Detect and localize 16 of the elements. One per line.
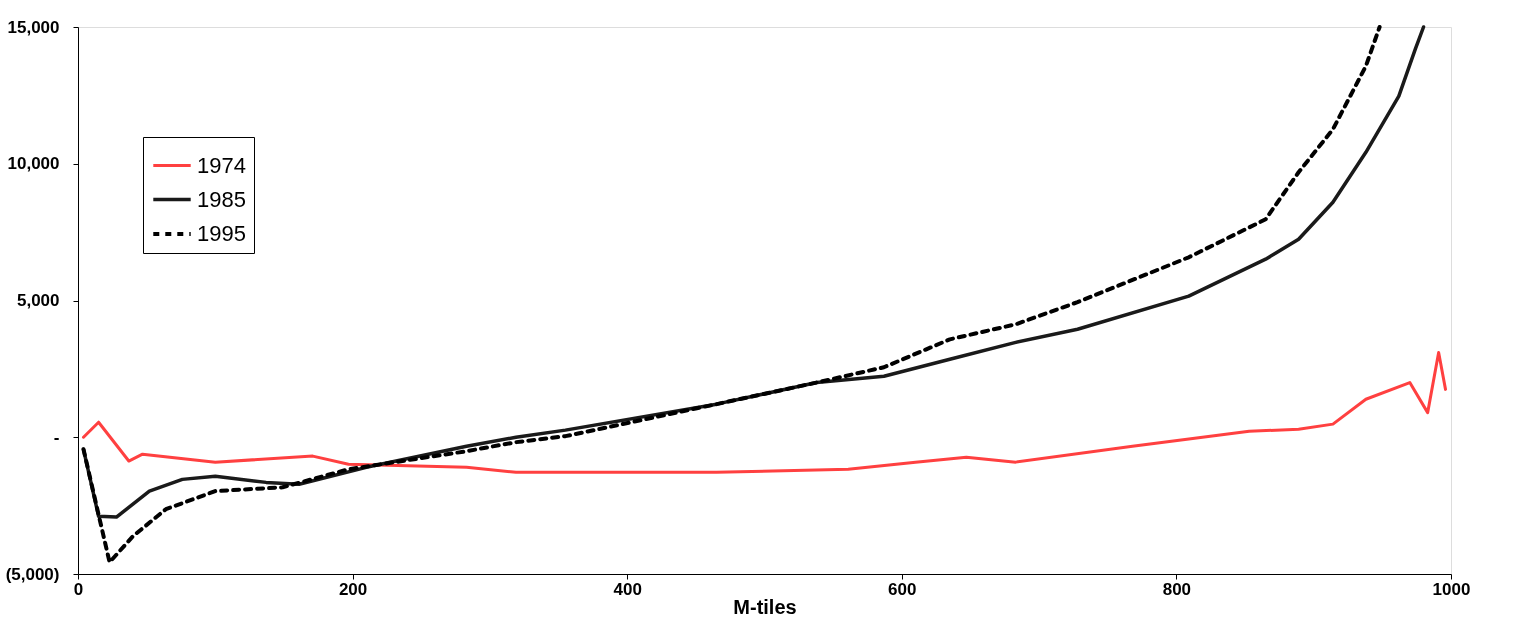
legend-label: 1974 xyxy=(197,152,246,178)
y-tick-label: 5,000 xyxy=(16,291,60,310)
y-tick-label: 10,000 xyxy=(7,154,60,174)
x-axis-title: M-tiles xyxy=(733,595,797,618)
x-tick-label: 0 xyxy=(73,579,84,599)
x-tick-label: 1000 xyxy=(1432,579,1471,599)
y-tick-label: (5,000) xyxy=(5,564,60,584)
legend-label: 1995 xyxy=(197,221,246,246)
y-tick-label: - xyxy=(53,427,60,447)
x-tick-label: 400 xyxy=(613,579,642,599)
x-tick-label: 800 xyxy=(1162,579,1192,599)
y-tick-label: 15,000 xyxy=(7,17,60,37)
legend-label: 1985 xyxy=(197,186,246,212)
x-tick-label: 600 xyxy=(888,579,917,599)
x-tick-label: 200 xyxy=(338,579,368,599)
line-series xyxy=(81,350,1448,474)
